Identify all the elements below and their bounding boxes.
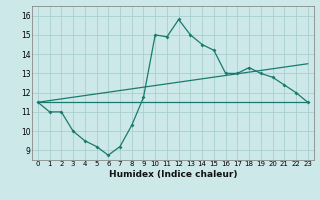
X-axis label: Humidex (Indice chaleur): Humidex (Indice chaleur) xyxy=(108,170,237,179)
